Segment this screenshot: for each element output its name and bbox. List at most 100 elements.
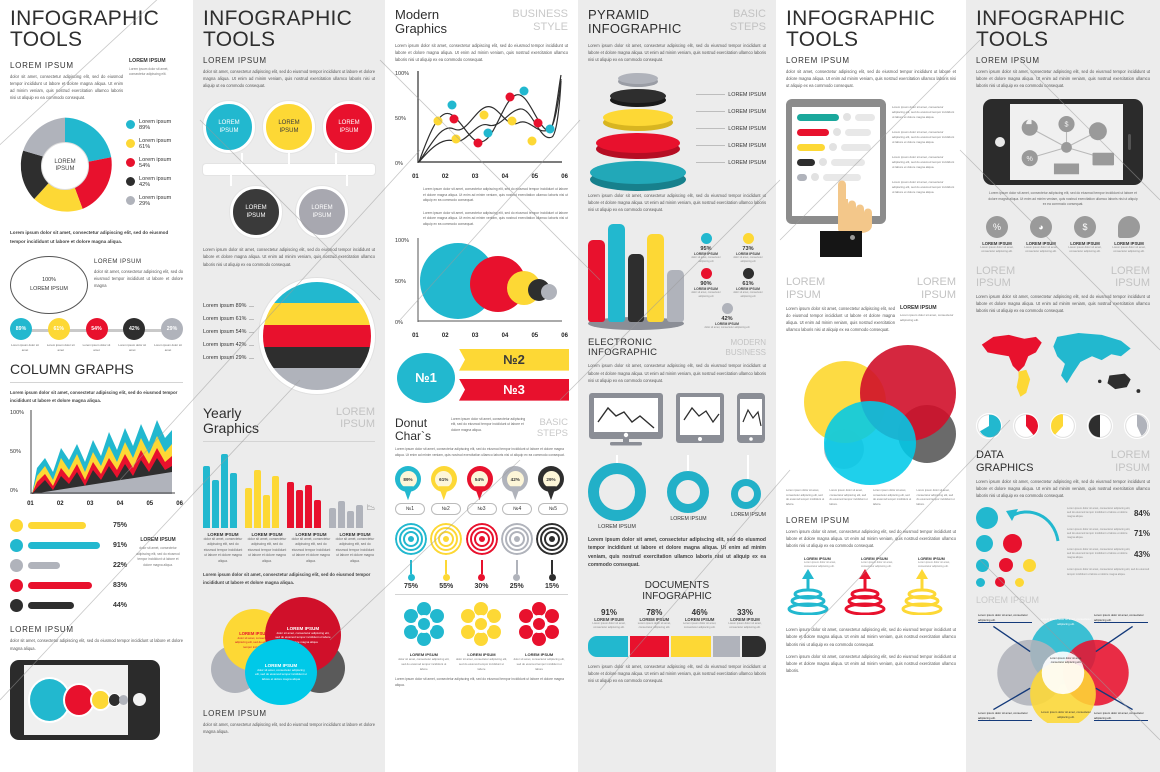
doc-stat[interactable]: 91% LOREM IPSUM Lorem ipsum dolor sit amet… bbox=[592, 607, 626, 630]
pin-pct: 42% bbox=[506, 470, 524, 488]
timeline-node[interactable]: 89% bbox=[10, 317, 32, 340]
spring-item[interactable]: LOREM IPSUM Lorem ipsum dolor sit amet, … bbox=[900, 557, 956, 620]
ring-marker[interactable]: 15% bbox=[536, 523, 568, 590]
col1-side-text: Lorem ipsum dolor sit amet, consectetur … bbox=[129, 66, 169, 77]
leader-line bbox=[696, 145, 726, 147]
ring-small[interactable] bbox=[730, 478, 761, 509]
col4-elec-text: Lorem ipsum dolor sit amet, consectetur … bbox=[588, 363, 766, 383]
cylinder-yellow[interactable] bbox=[647, 233, 665, 322]
phone-home-button[interactable] bbox=[995, 137, 1005, 148]
cylinder-black[interactable] bbox=[627, 253, 645, 322]
tree-node[interactable]: LOREM IPSUM bbox=[230, 186, 282, 239]
device-tablet[interactable] bbox=[675, 392, 725, 451]
hbar-fill bbox=[28, 582, 92, 590]
tree-node[interactable]: LOREM IPSUM bbox=[263, 101, 315, 154]
doc-stat[interactable]: 78% LOREM IPSUM Lorem ipsum dolor sit amet… bbox=[637, 607, 671, 630]
doc-stat[interactable]: 33% LOREM IPSUM Lorem ipsum dolor sit amet… bbox=[728, 607, 762, 630]
pct-node[interactable]: 90% LOREM IPSUM dolor sit amet, consectetu… bbox=[688, 267, 724, 299]
tree-node[interactable]: LOREM IPSUM bbox=[203, 101, 255, 154]
phone-home-button[interactable] bbox=[133, 693, 146, 707]
timeline-node[interactable]: 54% bbox=[85, 317, 108, 340]
leader-line bbox=[696, 94, 726, 96]
tablet-row[interactable] bbox=[797, 113, 875, 122]
pin-group[interactable]: 54% №3 bbox=[466, 466, 497, 516]
pyramid-disc-grey[interactable] bbox=[618, 73, 658, 85]
pyramid-disc-black[interactable] bbox=[610, 89, 666, 104]
col1-title-line1: INFOGRAPHIC bbox=[10, 7, 160, 30]
tablet-row[interactable] bbox=[797, 128, 875, 137]
band-grey bbox=[263, 368, 371, 390]
pct-node[interactable]: 61% LOREM IPSUM dolor sit amet, consectetu… bbox=[730, 267, 766, 299]
venn-cyan[interactable]: LOREM IPSUM dolor sit amet, consectetur a… bbox=[245, 639, 317, 706]
flower-item[interactable]: LOREM IPSUM dolor sit amet, consectetur … bbox=[455, 601, 507, 671]
pct-node[interactable]: 73% LOREM IPSUM dolor sit amet, consectetu… bbox=[730, 232, 766, 264]
pin-group[interactable]: 42% №4 bbox=[502, 466, 533, 516]
pyramid-disc-yellow[interactable] bbox=[603, 109, 673, 127]
pyramid-disc-red[interactable] bbox=[596, 133, 680, 154]
flower-item[interactable]: LOREM IPSUM dolor sit amet, consectetur … bbox=[513, 601, 565, 671]
doc-stat[interactable]: 46% LOREM IPSUM Lorem ipsum dolor sit amet… bbox=[683, 607, 717, 630]
tree-node[interactable]: LOREM IPSUM bbox=[323, 101, 375, 154]
tree-node[interactable]: LOREM IPSUM bbox=[296, 186, 348, 239]
icon-item[interactable]: ◕ LOREM IPSUM Lorem ipsum dolor sit amet… bbox=[1020, 216, 1062, 255]
ring-large[interactable] bbox=[588, 462, 646, 521]
ring-marker[interactable]: 55% bbox=[430, 523, 463, 590]
banner-3[interactable]: №3 bbox=[459, 378, 569, 401]
cylinder-cyan[interactable] bbox=[607, 223, 625, 322]
leader-line bbox=[249, 344, 254, 346]
cylinder-red[interactable] bbox=[588, 239, 605, 322]
flower-item[interactable]: LOREM IPSUM dolor sit amet, consectetur … bbox=[398, 601, 450, 671]
pct-node[interactable]: 95% LOREM IPSUM dolor sit amet, consectetu… bbox=[688, 232, 724, 264]
venn-top-label: Lorem ipsum dolor sit amet, consectetur … bbox=[1041, 617, 1091, 626]
dot-row: Lorem ipsum dolor sit amet, consectetur … bbox=[1067, 528, 1150, 540]
pie-grey[interactable] bbox=[1124, 413, 1150, 440]
svg-text:$: $ bbox=[1065, 121, 1069, 129]
legend-item: Lorem ipsum 42% bbox=[126, 176, 183, 188]
ring-marker[interactable]: 75% bbox=[395, 523, 427, 590]
pie-yellow[interactable] bbox=[1050, 413, 1076, 440]
banner-1[interactable]: №1 bbox=[397, 352, 455, 403]
pin-group[interactable]: 61% №2 bbox=[430, 466, 461, 516]
timeline-node[interactable]: 42% bbox=[123, 317, 146, 340]
svg-text:%: % bbox=[1027, 155, 1034, 163]
pin-group[interactable]: 29% №5 bbox=[538, 466, 568, 516]
timeline-label: Lorem ipsum dolor sit amet bbox=[46, 342, 75, 352]
phone-screen: $% bbox=[1010, 104, 1123, 181]
cuff-block bbox=[820, 231, 862, 258]
spring-item[interactable]: LOREM IPSUM Lorem ipsum dolor sit amet, … bbox=[843, 557, 899, 620]
spring-arrow-red bbox=[844, 569, 886, 616]
icon-item[interactable]: % LOREM IPSUM Lorem ipsum dolor sit amet… bbox=[976, 216, 1018, 255]
pie-black[interactable] bbox=[1087, 413, 1113, 440]
timeline-node[interactable]: 29% bbox=[161, 317, 183, 340]
circle-cyan[interactable] bbox=[824, 401, 916, 486]
hbar-knob bbox=[10, 539, 23, 553]
row-pill bbox=[797, 113, 839, 121]
icon-item[interactable]: LOREM IPSUM Lorem ipsum dolor sit amet, … bbox=[1108, 216, 1150, 255]
device-desktop-monitor[interactable] bbox=[588, 392, 664, 451]
ring-medium[interactable] bbox=[667, 470, 710, 513]
col5-mid-side-text: Lorem ipsum dolor sit amet, consectetur … bbox=[900, 312, 954, 322]
spring-item[interactable]: LOREM IPSUM Lorem ipsum dolor sit amet, … bbox=[786, 557, 842, 620]
pin-group[interactable]: 89% №1 bbox=[395, 466, 425, 516]
phone-side-button[interactable] bbox=[1128, 134, 1131, 151]
pie-cyan[interactable] bbox=[976, 413, 1002, 440]
timeline-node[interactable]: 61% bbox=[47, 317, 70, 340]
pyramid-disc-cyan[interactable] bbox=[590, 161, 686, 185]
flower-head: LOREM IPSUM bbox=[467, 652, 496, 658]
pct-node[interactable]: 42% LOREM IPSUM dolor sit amet, consectetu… bbox=[688, 302, 766, 330]
device-smartphone[interactable] bbox=[736, 392, 766, 451]
col1-column-graphs-title: COLUMN GRAPHS bbox=[10, 361, 134, 378]
banner-2[interactable]: №2 bbox=[459, 348, 569, 371]
col1-area-chart: 100% 50% 0% 01 02 03 04 bbox=[10, 410, 183, 507]
cylinder-grey[interactable] bbox=[667, 269, 684, 322]
leader-line bbox=[249, 357, 254, 359]
hbar-fill bbox=[28, 542, 100, 550]
tablet-row[interactable] bbox=[797, 143, 875, 152]
ring-marker[interactable]: 25% bbox=[500, 523, 533, 590]
pie-red[interactable] bbox=[1013, 413, 1039, 440]
ring-marker[interactable]: 30% bbox=[465, 523, 498, 590]
band-label: Lorem ipsum 29% bbox=[203, 355, 247, 362]
icon-item[interactable]: $ LOREM IPSUM Lorem ipsum dolor sit amet… bbox=[1064, 216, 1106, 255]
venn-svg bbox=[993, 618, 1133, 728]
hbar-fill bbox=[28, 602, 74, 610]
